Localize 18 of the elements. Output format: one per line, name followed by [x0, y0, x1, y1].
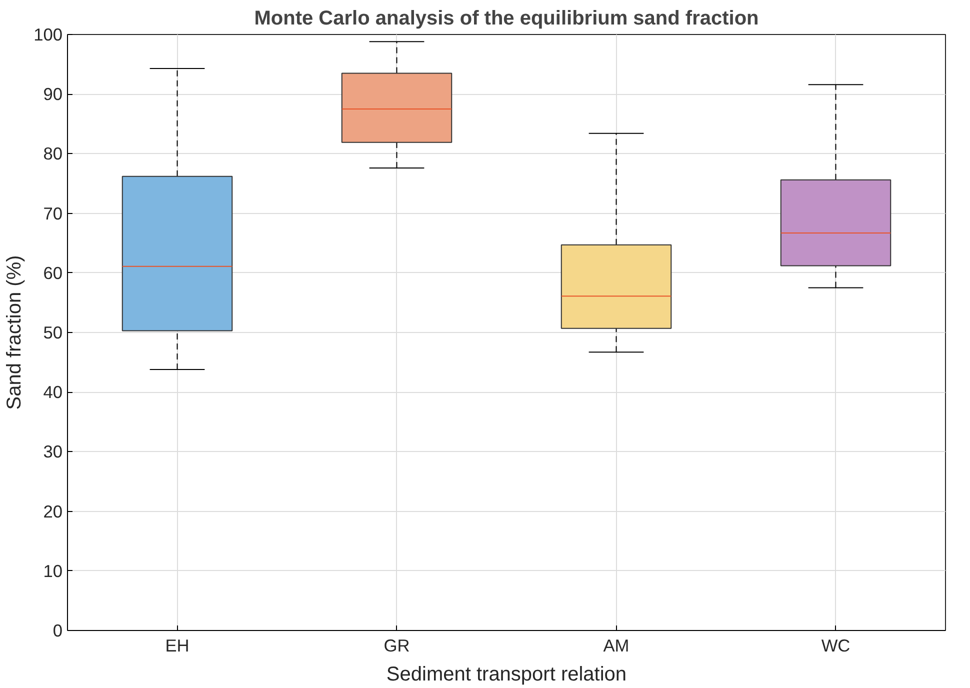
y-axis-title: Sand fraction (%)	[4, 255, 26, 410]
y-tick-label: 100	[34, 24, 63, 44]
y-tick-label: 30	[43, 442, 63, 462]
x-tick-label: GR	[384, 636, 410, 656]
y-tick-label: 10	[43, 560, 63, 581]
x-axis-title: Sediment transport relation	[386, 664, 627, 686]
x-tick-label: EH	[165, 636, 190, 656]
y-tick-label: 40	[43, 382, 63, 402]
y-tick-label: 90	[43, 84, 63, 104]
y-tick-label: 20	[43, 501, 63, 522]
y-tick-label: 60	[43, 262, 63, 283]
y-tick-label: 50	[43, 322, 63, 342]
y-tick-label: 70	[43, 203, 63, 224]
chart-title: Monte Carlo analysis of the equilibrium sand fraction	[254, 8, 759, 30]
x-tick-label: WC	[821, 636, 850, 656]
y-tick-label: 80	[43, 144, 63, 164]
x-tick-label: AM	[603, 636, 630, 656]
y-tick-label: 0	[52, 620, 63, 640]
